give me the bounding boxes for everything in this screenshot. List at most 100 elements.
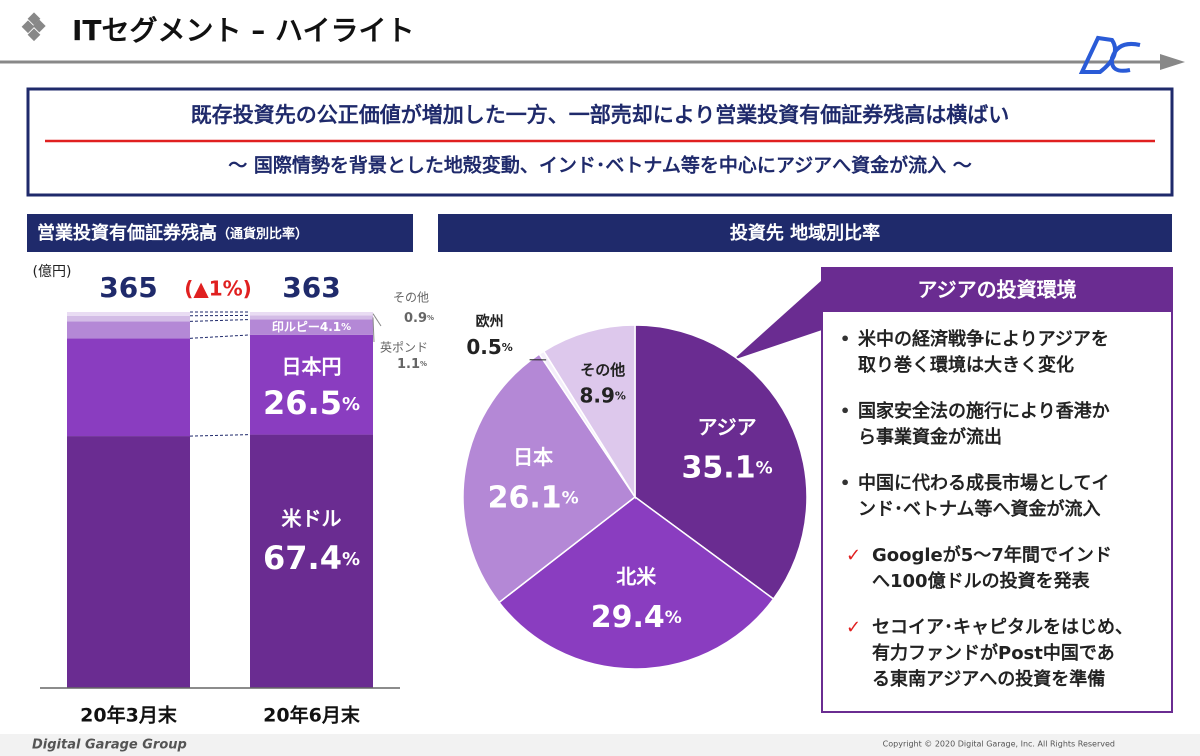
- value: 35.1: [682, 450, 756, 485]
- value-label: 26.1%: [488, 480, 579, 515]
- value: 0.9: [404, 311, 427, 326]
- header-arrow: [1160, 54, 1185, 70]
- bar-segment: [67, 315, 190, 322]
- segment-name: 米ドル: [282, 507, 342, 531]
- section-subtitle: （通貨別比率）: [217, 226, 308, 242]
- value: 67.4: [263, 539, 342, 577]
- leader-line: [372, 313, 382, 327]
- bar-segment: [67, 338, 190, 437]
- bar-segment: [67, 436, 190, 688]
- slice-name: アジア: [697, 415, 756, 439]
- footer-band: [0, 734, 1200, 756]
- unit: %: [615, 390, 626, 403]
- connector: [189, 319, 251, 322]
- x-tick-label: 20年6月末: [263, 704, 361, 727]
- bar-segment: [250, 312, 373, 316]
- value: 0.5: [466, 334, 501, 358]
- bullet-text: ンド･ベトナム等へ資金が流入: [858, 498, 1100, 520]
- callout-title: アジアの投資環境: [917, 278, 1076, 302]
- value: 8.9: [579, 383, 614, 407]
- segment-name: 日本円: [282, 355, 342, 379]
- unit-label: (億円): [33, 264, 72, 280]
- section-title: 投資先 地域別比率: [730, 222, 880, 244]
- bullet-text: 中国に代わる成長市場としてイ: [858, 472, 1109, 494]
- change-label: (▲1%): [184, 277, 252, 301]
- bullet-marker: ✓: [846, 617, 861, 638]
- callout-pointer: [733, 280, 822, 360]
- value: 26.1: [488, 480, 562, 515]
- section-header: [438, 214, 1172, 252]
- subline: ～ 国際情勢を背景とした地殻変動、インド･ベトナム等を中心にアジアへ資金が流入 …: [228, 154, 971, 177]
- pie-slice: [498, 496, 775, 670]
- value-label: 67.4%: [263, 539, 360, 577]
- value: 1.1: [397, 357, 420, 372]
- total-label: 365: [99, 271, 157, 304]
- leader-line: [372, 317, 375, 343]
- value-label: 0.9%: [404, 311, 434, 326]
- unit: %: [342, 394, 360, 415]
- segment-name: 英ポンド: [380, 341, 428, 355]
- value-label: 0.5%: [466, 334, 512, 358]
- unit: %: [420, 360, 427, 368]
- value-label: 29.4%: [591, 600, 682, 635]
- bar-segment: [67, 321, 190, 339]
- bar-segment: [250, 334, 373, 435]
- slice-name: 欧州: [476, 313, 504, 330]
- unit: %: [502, 341, 513, 354]
- unit: %: [341, 322, 351, 333]
- unit: %: [665, 608, 682, 628]
- section-header: [27, 214, 413, 252]
- bullet-text: Googleが5～7年間でインド: [872, 544, 1112, 566]
- bullet-text: ら事業資金が流出: [858, 426, 1002, 448]
- callout-header: [822, 268, 1172, 312]
- bar-segment: [67, 312, 190, 316]
- bullet-marker: •: [840, 474, 850, 493]
- bullet-text: 米中の経済戦争によりアジアを: [858, 328, 1109, 350]
- segment-name: 印ルピー: [272, 320, 320, 334]
- diamond-icon: [21, 12, 46, 42]
- bullet-text: 有力ファンドがPost中国であ: [872, 642, 1115, 664]
- value-label: 35.1%: [682, 450, 773, 485]
- section-title: 営業投資有価証券残高（通貨別比率）: [37, 222, 308, 244]
- segment-name: その他: [393, 291, 429, 305]
- segment-label: 印ルピー4.1%: [272, 320, 351, 334]
- x-tick-label: 20年3月末: [80, 704, 178, 727]
- callout-box: [821, 267, 1173, 713]
- slice-name: 北米: [616, 565, 657, 589]
- bullet-text: セコイア･キャピタルをはじめ、: [872, 617, 1133, 638]
- bullet-marker: •: [840, 330, 850, 349]
- connector: [189, 434, 251, 437]
- slide-title: ITセグメント – ハイライト: [72, 14, 414, 47]
- value: 4.1: [320, 320, 341, 334]
- pie-slice: [634, 324, 808, 601]
- value: 29.4: [591, 600, 665, 635]
- unit: %: [427, 314, 434, 322]
- pie-slice: [462, 353, 637, 604]
- bullet-text: 取り巻く環境は大きく変化: [858, 354, 1074, 376]
- value-label: 1.1%: [397, 357, 427, 372]
- bullet-text: 国家安全法の施行により香港か: [858, 400, 1110, 422]
- value-label: 26.5%: [263, 384, 360, 422]
- bar-segment: [250, 315, 373, 320]
- bar-segment: [250, 434, 373, 688]
- section-title-text: 営業投資有価証券残高: [37, 222, 217, 244]
- value-label: 8.9%: [579, 383, 625, 407]
- headline: 既存投資先の公正価値が増加した一方、一部売却により営業投資有価証券残高は横ばい: [191, 103, 1010, 127]
- slice-name: 日本: [513, 445, 553, 469]
- footer-copyright: Copyright © 2020 Digital Garage, Inc. Al…: [883, 740, 1115, 749]
- slice-name: その他: [580, 361, 625, 379]
- unit: %: [562, 489, 579, 509]
- bullet-text: へ100億ドルの投資を発表: [872, 570, 1091, 592]
- unit: %: [342, 549, 360, 570]
- logo: [1078, 35, 1141, 74]
- value: 26.5: [263, 384, 342, 422]
- bar-segment: [250, 319, 373, 335]
- bullet-marker: •: [840, 402, 850, 421]
- total-label: 363: [282, 271, 340, 304]
- bullet-marker: ✓: [846, 545, 861, 566]
- unit: %: [756, 458, 773, 478]
- pie-slice: [542, 324, 636, 500]
- footer-brand: Digital Garage Group: [32, 738, 187, 753]
- connector: [189, 334, 251, 339]
